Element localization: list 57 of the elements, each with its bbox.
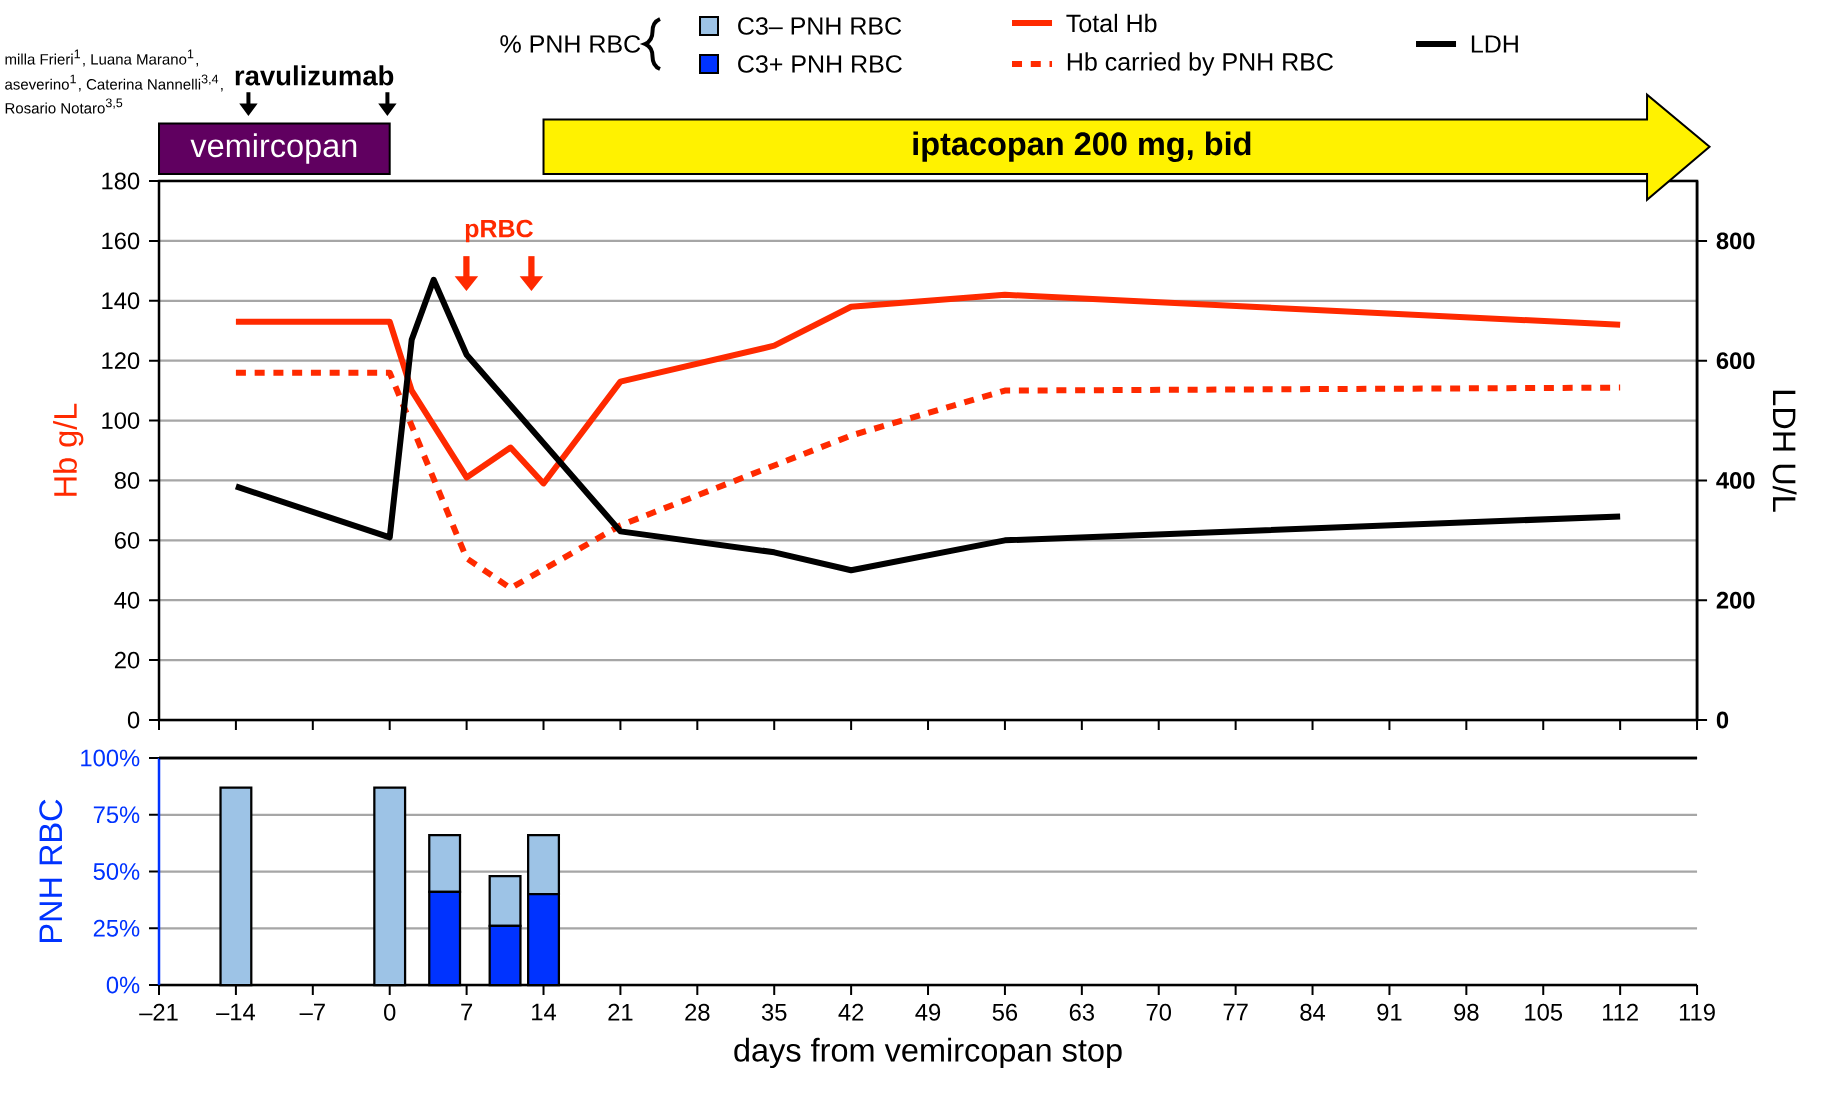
x-tick-label: 7	[461, 1003, 473, 1021]
x-tick-label: 119	[1679, 1003, 1715, 1021]
y-tick-label: 25%	[93, 919, 140, 937]
x-tick-label: 63	[1069, 1003, 1094, 1021]
y-tick-label: 160	[102, 232, 140, 250]
y2-axis-title: LDH U/L	[1772, 390, 1797, 512]
x-tick-label: 0	[384, 1003, 396, 1021]
legend-label: LDH	[1471, 35, 1518, 53]
y-tick-label: 60	[114, 531, 140, 549]
x-tick-label: 70	[1146, 1003, 1171, 1021]
y2-tick-label: 200	[1716, 591, 1755, 609]
y2-tick-label: 0	[1716, 711, 1729, 729]
text: Rosario Notaro$^{3,5}$	[5, 98, 123, 114]
x-tick-label: 56	[992, 1003, 1018, 1021]
y-tick-label: 0	[127, 711, 140, 729]
x-axis-title: days from vemircopan stop	[734, 1037, 1122, 1069]
x-tick-label: 112	[1603, 1003, 1638, 1021]
legend-label: C3+ PNH RBC	[738, 55, 902, 73]
y-tick-label: 0%	[106, 976, 140, 994]
y-tick-label: 40	[114, 591, 140, 609]
x-tick-label: 49	[915, 1003, 941, 1021]
y-tick-label: 50%	[93, 863, 140, 880]
y2-tick-label: 800	[1716, 232, 1755, 250]
y-tick-label: 140	[102, 292, 140, 310]
y-axis-title: Hb g/L	[53, 403, 84, 496]
legend-title: % PNH RBC	[500, 35, 641, 53]
legend-label: C3– PNH RBC	[738, 17, 902, 35]
text: iptacopan 200 mg, bid	[913, 131, 1251, 162]
y-tick-label: 100	[102, 412, 140, 429]
x-tick-label: 98	[1454, 1003, 1479, 1021]
y-tick-label: 20	[114, 651, 140, 669]
x-tick-label: 84	[1300, 1003, 1326, 1021]
y-axis-title: PNH RBC	[39, 799, 63, 942]
y-tick-label: 80	[114, 472, 140, 489]
legend-label: Total Hb	[1066, 13, 1157, 33]
x-tick-label: –14	[216, 1003, 256, 1021]
x-tick-label: –7	[299, 1003, 325, 1021]
legend-label: Hb carried by PNH RBC	[1067, 52, 1333, 76]
x-tick-label: 77	[1223, 1003, 1248, 1021]
y-tick-label: 180	[102, 172, 140, 190]
text: vemircopan	[190, 133, 357, 164]
x-tick-label: 21	[608, 1003, 633, 1021]
x-tick-label: 42	[838, 1003, 864, 1021]
y-tick-label: 120	[102, 352, 140, 370]
y2-tick-label: 600	[1716, 352, 1755, 370]
x-tick-label: –21	[139, 1003, 178, 1021]
x-tick-label: 14	[532, 1003, 557, 1021]
text: aseverino$^{1}$, Caterina Nannelli$^{3,4}$,	[5, 74, 223, 92]
x-tick-label: 28	[685, 1003, 710, 1021]
x-tick-label: 35	[761, 1003, 787, 1021]
text: ravulizumab	[235, 65, 394, 86]
y2-tick-label: 400	[1716, 472, 1755, 489]
x-tick-label: 91	[1377, 1003, 1402, 1021]
x-tick-label: 105	[1525, 1003, 1563, 1021]
y-tick-label: 100%	[81, 749, 140, 767]
annotation: pRBC	[465, 219, 533, 243]
y-tick-label: 75%	[93, 806, 140, 824]
